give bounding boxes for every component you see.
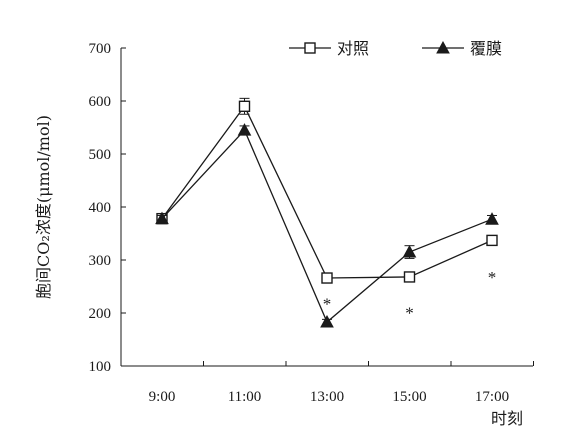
x-tick-label: 15:00 [392,389,426,405]
legend-label: 覆膜 [470,39,502,58]
y-tick-label: 100 [89,359,112,375]
series-1 [156,97,498,284]
y-tick-label: 600 [89,94,112,110]
data-point [155,211,169,225]
data-point [402,245,417,258]
significance-marker: * [488,268,497,287]
series-layer [155,97,499,328]
data-point [403,271,416,283]
legend-marker [436,40,450,54]
y-tick-label: 200 [89,306,112,322]
y-tick-label: 400 [89,200,112,216]
data-point [485,212,499,225]
significance-marker: * [323,294,332,313]
y-tick-label: 500 [89,147,112,163]
legend: 对照 覆膜 [289,39,502,58]
y-axis-title: 胞间CO₂浓度(μmol/mol) [34,115,53,299]
data-point [321,272,333,284]
legend-label: 对照 [337,39,369,58]
data-point [486,234,498,247]
axes: 100 200 300 400 500 600 700 9:00 11:00 13:00 15:00… [89,41,534,405]
data-point [238,100,251,113]
significance-marker: * [405,303,414,322]
legend-marker [304,42,316,54]
x-tick-label: 13:00 [310,389,344,405]
x-tick-label: 17:00 [475,389,509,405]
y-tick-label: 700 [89,41,112,57]
series-line [161,128,493,324]
y-tick-label: 300 [89,253,112,269]
x-tick-label: 11:00 [228,389,262,405]
data-point [237,123,252,136]
data-point [320,314,334,328]
x-tick-label: 9:00 [149,389,176,405]
series-2 [155,123,499,328]
legend-item-2: 覆膜 [422,39,502,58]
annotations: * * * [323,268,497,323]
legend-item-1: 对照 [289,39,369,58]
x-axis-title: 时刻 [491,409,523,428]
series-line [161,105,493,279]
